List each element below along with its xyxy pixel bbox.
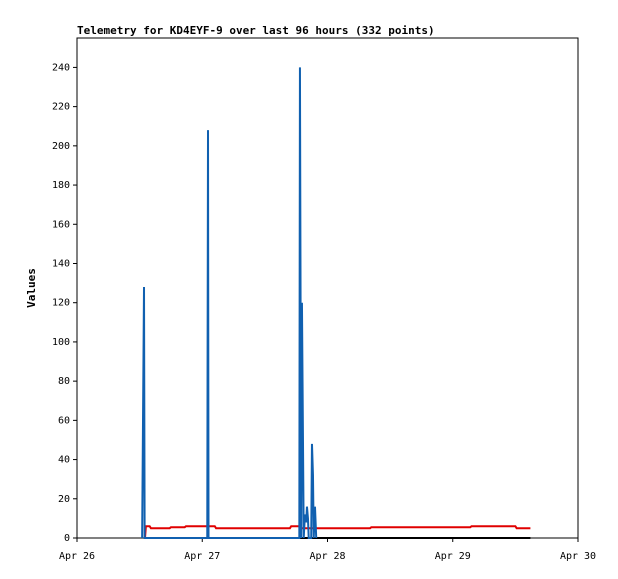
x-tick-label: Apr 26 <box>59 551 95 562</box>
x-tick-label: Apr 28 <box>309 551 345 562</box>
y-tick-label: 60 <box>58 415 70 426</box>
y-tick-label: 120 <box>52 298 70 309</box>
x-tick-label: Apr 30 <box>560 551 596 562</box>
series-line <box>144 525 531 539</box>
y-tick-label: 20 <box>58 494 70 505</box>
x-tick-label: Apr 29 <box>435 551 471 562</box>
y-tick-label: 200 <box>52 141 70 152</box>
y-tick-label: 40 <box>58 455 70 466</box>
y-tick-label: 220 <box>52 102 70 113</box>
y-axis-label: Values <box>25 268 38 308</box>
y-tick-label: 160 <box>52 219 70 230</box>
y-tick-label: 100 <box>52 337 70 348</box>
y-tick-label: 240 <box>52 62 70 73</box>
y-tick-label: 0 <box>64 533 70 544</box>
y-tick-label: 140 <box>52 258 70 269</box>
y-tick-label: 80 <box>58 376 70 387</box>
y-tick-label: 180 <box>52 180 70 191</box>
chart-title: Telemetry for KD4EYF-9 over last 96 hour… <box>77 24 435 37</box>
x-tick-label: Apr 27 <box>184 551 220 562</box>
series-line <box>141 67 318 539</box>
